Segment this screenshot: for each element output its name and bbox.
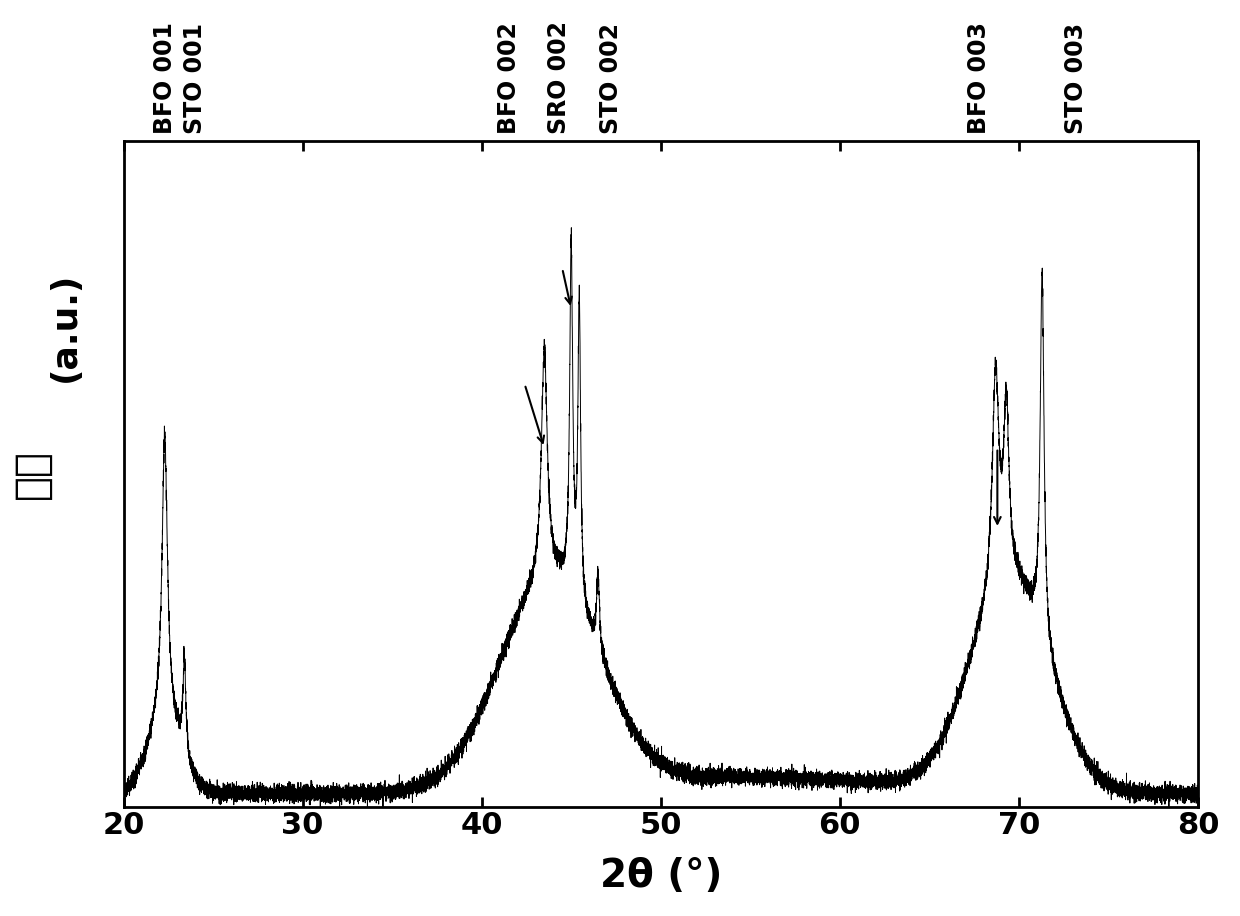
Text: STO 001: STO 001 (184, 23, 207, 135)
Text: STO 002: STO 002 (599, 23, 622, 135)
Text: STO 003: STO 003 (1064, 23, 1089, 135)
Text: BFO 003: BFO 003 (967, 22, 992, 135)
Text: BFO 001: BFO 001 (153, 22, 177, 135)
Text: 强度: 强度 (11, 449, 53, 499)
X-axis label: 2θ (°): 2θ (°) (599, 857, 722, 895)
Text: SRO 002: SRO 002 (547, 21, 570, 135)
Text: BFO 002: BFO 002 (496, 22, 521, 135)
Text: (a.u.): (a.u.) (47, 272, 82, 383)
